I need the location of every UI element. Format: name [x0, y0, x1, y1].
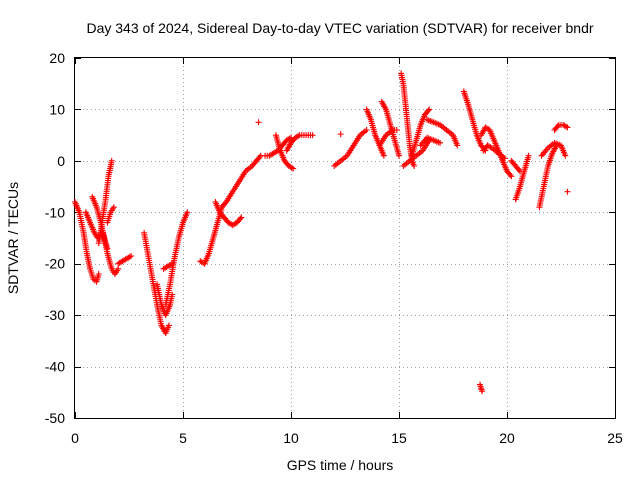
grid	[75, 58, 615, 418]
data-point	[454, 142, 461, 149]
data-point	[426, 106, 433, 113]
data-point	[238, 214, 245, 221]
data-point	[411, 163, 418, 169]
data-point	[288, 164, 295, 171]
data-point	[95, 271, 102, 277]
data-point	[290, 165, 297, 172]
data-point	[562, 152, 569, 159]
x-tick-label: 15	[391, 430, 407, 446]
y-tick-label: -40	[45, 359, 65, 375]
data-point	[479, 388, 486, 395]
data-point	[564, 124, 571, 131]
data-point	[309, 132, 316, 139]
data-point	[501, 155, 508, 162]
data-point	[167, 261, 174, 268]
data-point	[487, 144, 494, 151]
data-point	[237, 215, 244, 222]
data-point	[525, 152, 532, 159]
data-point	[396, 152, 402, 159]
data-point	[115, 265, 122, 272]
y-tick-label: -30	[45, 307, 65, 323]
data-point	[437, 139, 444, 146]
data-point	[563, 123, 570, 130]
data-point	[425, 107, 432, 114]
data-point	[295, 133, 302, 139]
data-point	[126, 253, 133, 260]
data-point	[380, 152, 387, 159]
data-point	[108, 157, 115, 164]
y-tick-label: -50	[45, 410, 65, 426]
x-tick-label: 0	[71, 430, 79, 446]
chart-title: Day 343 of 2024, Sidereal Day-to-day VTE…	[86, 20, 593, 36]
x-tick-label: 10	[283, 430, 299, 446]
x-tick-label: 25	[607, 430, 623, 446]
data-point	[184, 209, 191, 216]
x-axis-label: GPS time / hours	[287, 457, 394, 473]
data-point	[508, 173, 515, 180]
data-point	[554, 123, 561, 130]
data-point	[256, 154, 263, 160]
data-point	[363, 127, 370, 133]
data-point	[507, 172, 514, 178]
data-point	[110, 204, 117, 211]
data-point	[515, 166, 522, 173]
y-tick-label: 20	[49, 50, 65, 66]
y-tick-label: -20	[45, 256, 65, 272]
data-point	[255, 119, 262, 126]
data-point	[393, 127, 400, 133]
y-tick-label: -10	[45, 204, 65, 220]
data-point	[337, 131, 344, 138]
y-tick-label: 10	[49, 101, 65, 117]
data-point	[169, 260, 176, 267]
data-point	[564, 188, 571, 195]
x-tick-label: 20	[499, 430, 515, 446]
data-point	[222, 200, 229, 207]
data-point	[128, 253, 135, 259]
y-axis-label: SDTVAR / TECUs	[5, 182, 21, 294]
plot-frame	[74, 57, 616, 419]
x-tick-label: 5	[179, 430, 187, 446]
tick-labels: 0 5 10 15 20 25 -50 -40 -30 -20 -10 0 10 20	[45, 50, 623, 446]
y-tick-label: 0	[57, 153, 65, 169]
data-points	[72, 70, 571, 395]
data-point	[165, 322, 172, 329]
